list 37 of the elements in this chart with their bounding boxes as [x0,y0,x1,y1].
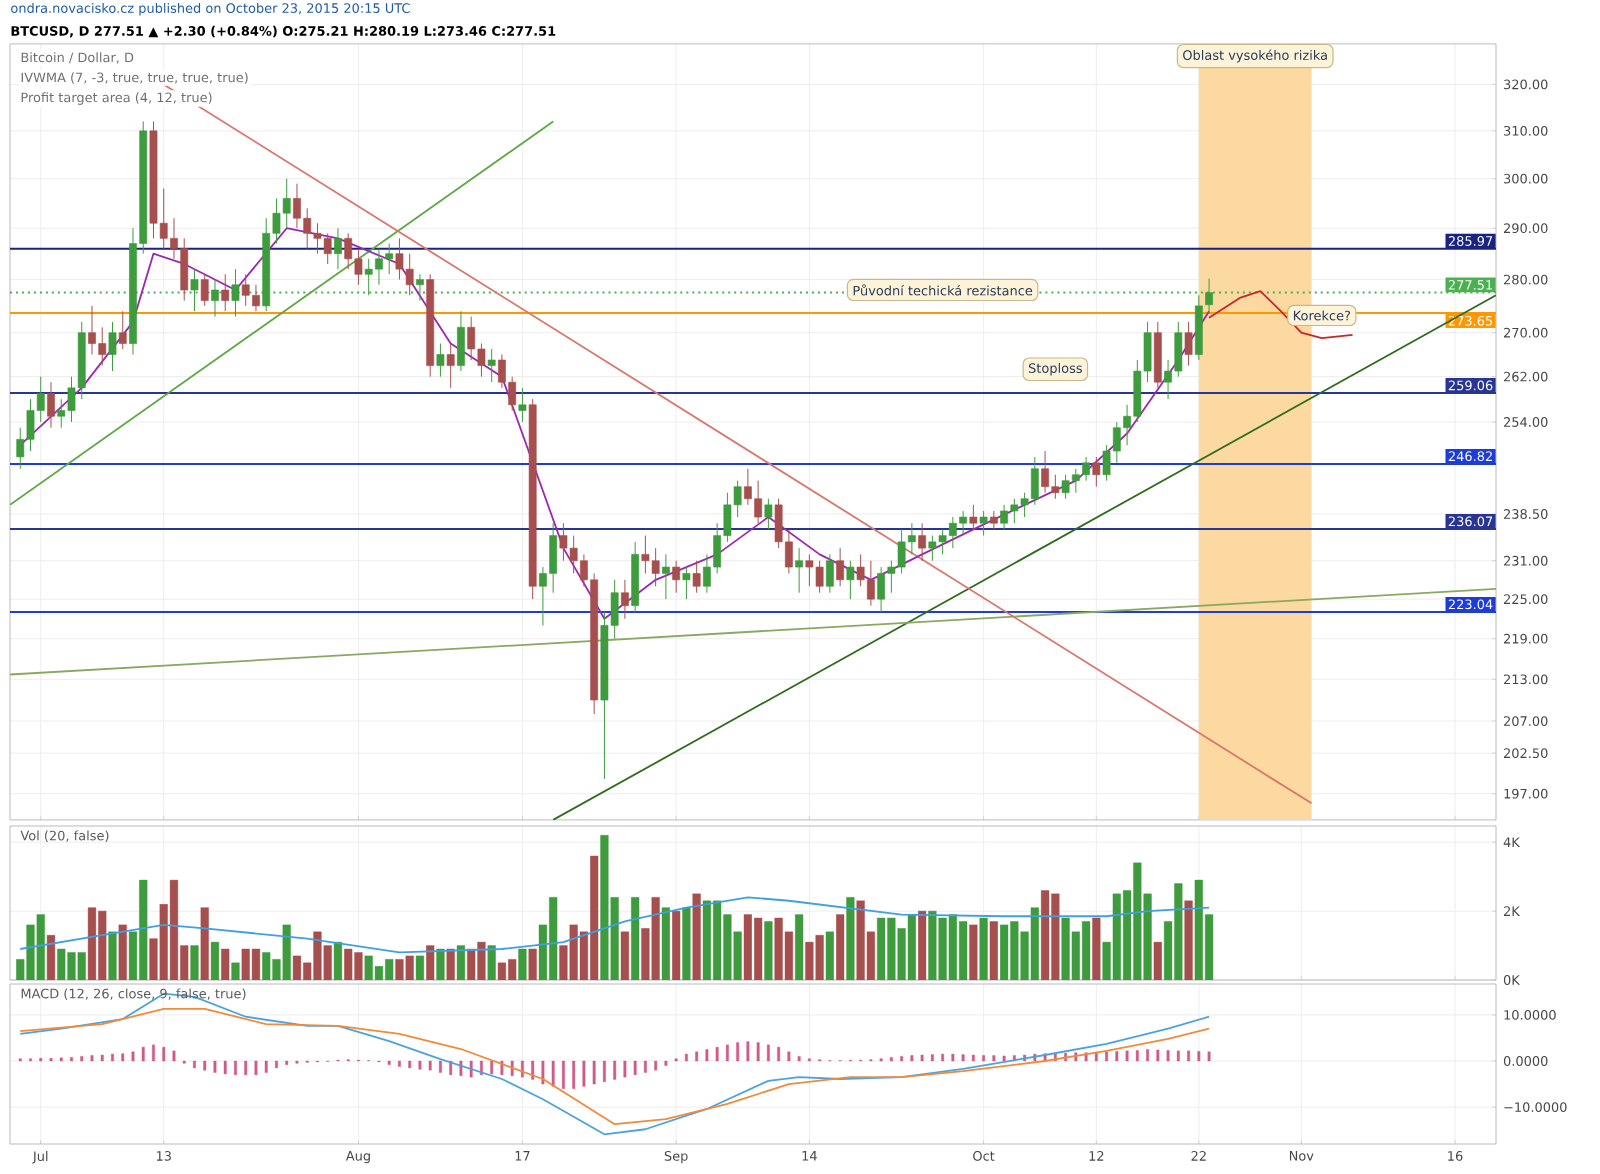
line-series [19,992,1210,1136]
candlestick [918,522,926,562]
candlestick [621,579,629,620]
candlestick [446,343,455,389]
candlestick [1092,456,1101,488]
candlestick [969,504,978,530]
candlestick [979,510,988,537]
candlestick [1205,278,1213,315]
candlestick [989,510,998,530]
candlestick [487,348,496,383]
line-series [19,1008,1210,1126]
candlestick [118,310,127,350]
candlestick [334,227,342,270]
line-series [1208,290,1354,339]
candlestick [190,268,199,312]
candlestick [846,560,855,600]
candlestick [825,553,834,594]
line-series [19,896,1210,954]
candlestick [692,560,701,594]
candlestick [416,273,424,302]
candlestick [1184,321,1193,367]
candlestick [836,547,845,587]
candlestick [457,310,465,372]
line-series [19,227,1210,620]
candlestick [672,560,681,594]
candlestick [231,268,240,318]
candlestick [200,273,209,307]
candlestick [436,343,445,378]
candlestick [764,498,773,530]
candlestick [682,566,691,600]
candlestick [221,273,230,312]
candlestick [662,553,670,600]
candlestick [108,321,117,372]
candlestick [795,547,804,594]
candlestick [211,279,219,318]
candlestick [47,381,55,429]
candlestick [518,387,527,423]
